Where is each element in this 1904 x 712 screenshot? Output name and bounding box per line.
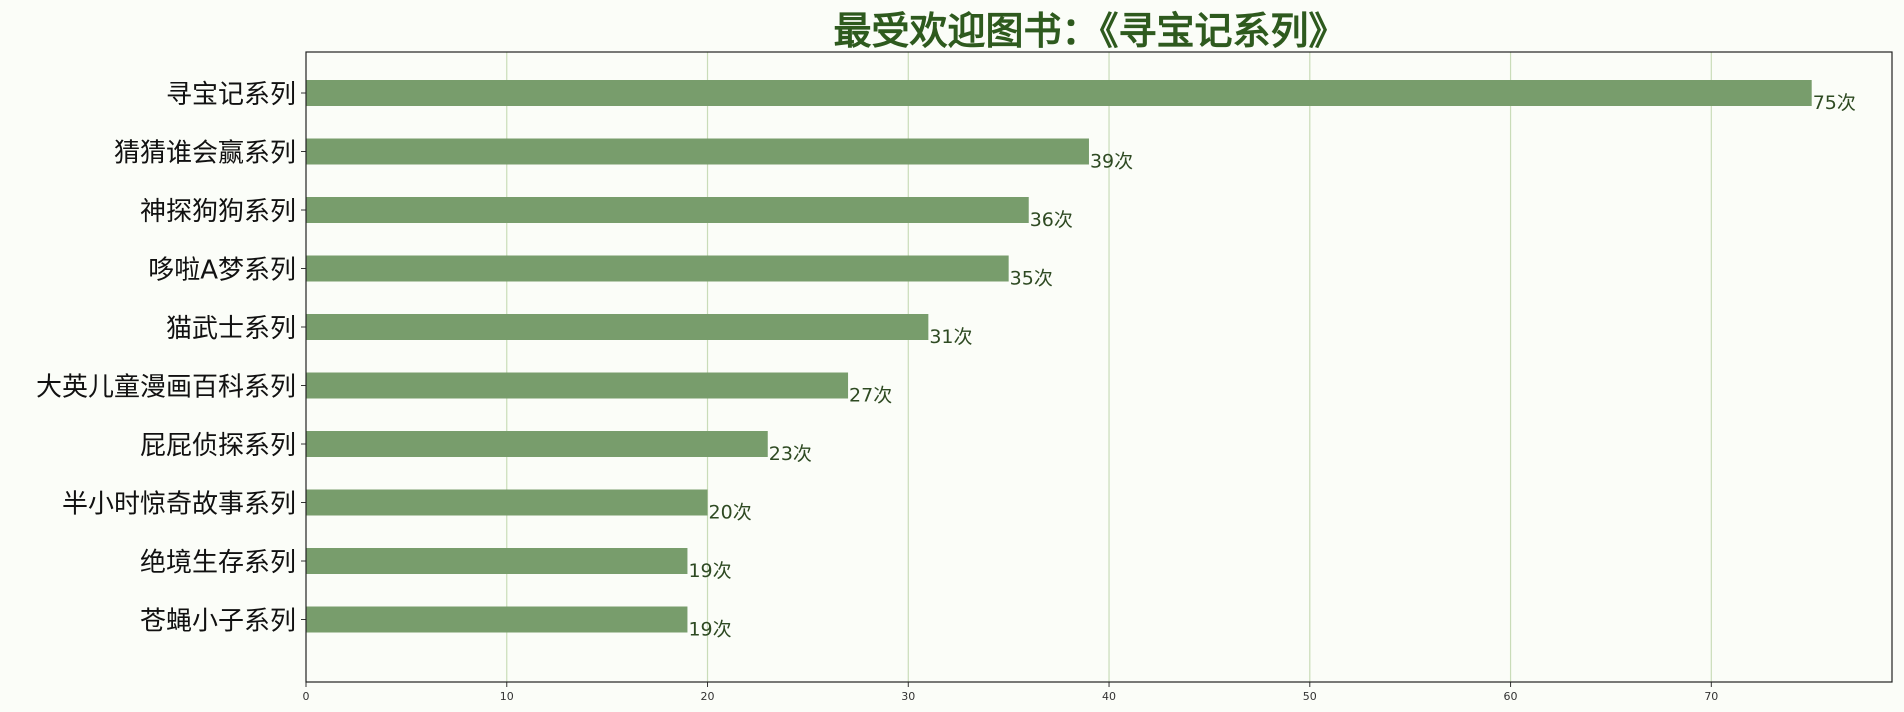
- value-label: 23次: [769, 443, 812, 465]
- bar: [306, 489, 708, 516]
- value-label: 75次: [1813, 92, 1856, 114]
- value-label: 31次: [929, 326, 972, 348]
- bar: [306, 372, 849, 399]
- value-label: 39次: [1090, 151, 1133, 173]
- category-label: 绝境生存系列: [140, 548, 296, 578]
- value-label: 19次: [688, 560, 731, 582]
- x-tick-label: 60: [1504, 690, 1518, 703]
- bar: [306, 138, 1089, 165]
- category-label: 大英儿童漫画百科系列: [36, 373, 296, 403]
- value-label: 35次: [1010, 268, 1053, 290]
- value-label: 20次: [709, 502, 752, 524]
- x-tick-label: 10: [500, 690, 514, 703]
- bar: [306, 80, 1812, 106]
- bar: [306, 255, 1009, 282]
- bar: [306, 606, 688, 633]
- category-label: 寻宝记系列: [166, 80, 296, 110]
- value-label: 36次: [1030, 209, 1073, 231]
- category-label: 猫武士系列: [166, 314, 296, 344]
- value-label: 19次: [688, 619, 731, 641]
- x-tick-label: 20: [701, 690, 715, 703]
- category-label: 哆啦A梦系列: [148, 256, 296, 286]
- bar: [306, 314, 929, 340]
- category-label: 神探狗狗系列: [140, 197, 296, 227]
- x-tick-label: 50: [1303, 690, 1317, 703]
- value-label: 27次: [849, 385, 892, 407]
- plot-frame: [305, 51, 1893, 683]
- x-tick-label: 70: [1704, 690, 1718, 703]
- x-tick-label: 40: [1102, 690, 1116, 703]
- axes: 0 10 20 30 40 50 60 70 寻宝记系列猜猜谁会赢系列神探狗狗系列哆啦A梦系列猫…: [36, 51, 1893, 703]
- bar: [306, 548, 688, 574]
- x-tick-label: 0: [303, 690, 310, 703]
- bar: [306, 431, 768, 457]
- bar: [306, 197, 1029, 223]
- bars: 75次 39次 36次 35次 31次 27次 23次 20次 19次 19次: [306, 80, 1856, 641]
- category-label: 屁屁侦探系列: [140, 431, 296, 461]
- chart-title: 最受欢迎图书：《寻宝记系列》: [833, 9, 1346, 53]
- x-tick-label: 30: [901, 690, 915, 703]
- category-label: 苍蝇小子系列: [140, 607, 296, 637]
- category-label: 半小时惊奇故事系列: [62, 490, 296, 520]
- category-label: 猜猜谁会赢系列: [114, 139, 296, 169]
